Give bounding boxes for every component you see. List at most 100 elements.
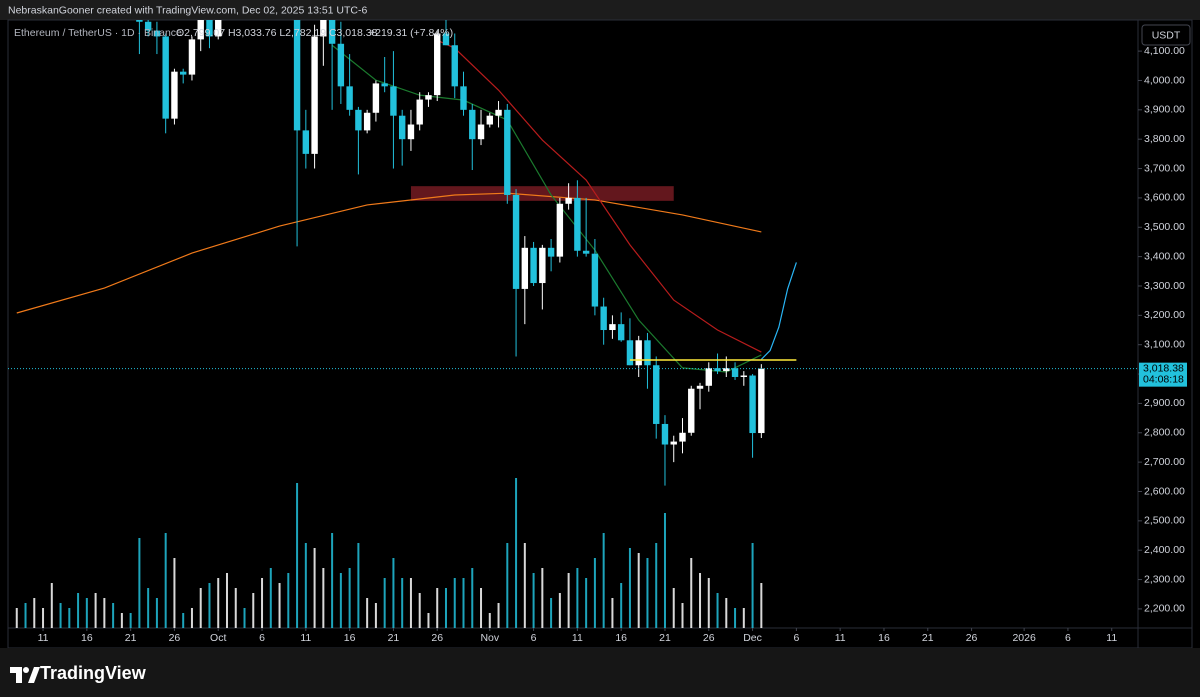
volume-bar bbox=[59, 603, 62, 628]
volume-bar bbox=[383, 578, 386, 628]
volume-bar bbox=[15, 608, 18, 628]
x-tick-label: 21 bbox=[659, 632, 671, 644]
currency-box[interactable] bbox=[1141, 24, 1191, 46]
candle-body bbox=[311, 36, 318, 154]
volume-bar bbox=[523, 543, 526, 628]
candle-body bbox=[442, 33, 450, 46]
ohlc: O2,799.07 H3,033.76 L2,782.19 C3,018.38 bbox=[176, 27, 378, 39]
candle-body bbox=[486, 115, 493, 125]
x-tick-label: 11 bbox=[38, 632, 49, 644]
candle-body bbox=[293, 20, 301, 131]
volume-bar bbox=[436, 588, 439, 628]
volume-bar bbox=[77, 593, 80, 628]
candle-body bbox=[530, 247, 537, 284]
candle-body bbox=[372, 83, 380, 113]
candle-body bbox=[171, 71, 178, 119]
volume-bar bbox=[488, 613, 491, 628]
brand-logo bbox=[10, 667, 40, 683]
volume-bar bbox=[225, 573, 228, 628]
x-tick-label: 11 bbox=[1106, 632, 1117, 644]
x-tick-label: 26 bbox=[966, 632, 978, 644]
volume-bar bbox=[690, 558, 693, 628]
volume-bar bbox=[444, 588, 447, 628]
y-tick-label: 2,400.00 bbox=[1144, 544, 1185, 556]
volume-bar bbox=[155, 598, 158, 628]
volume-bar bbox=[120, 613, 123, 628]
y-tick-label: 3,100.00 bbox=[1144, 338, 1185, 350]
x-tick-label: 6 bbox=[793, 632, 799, 644]
volume-bar bbox=[480, 588, 483, 628]
credit: NebraskanGooner created with TradingView… bbox=[8, 4, 367, 16]
candle-body bbox=[469, 109, 476, 140]
candle-body bbox=[688, 388, 695, 433]
x-tick-label: 11 bbox=[300, 632, 311, 644]
candle-body bbox=[320, 20, 327, 37]
x-tick-label: Nov bbox=[480, 632, 499, 644]
currency[interactable]: USDT bbox=[1152, 29, 1181, 41]
volume-bar bbox=[742, 608, 745, 628]
candle-body bbox=[398, 115, 406, 140]
x-tick-label: 11 bbox=[572, 632, 583, 644]
y-tick-label: 4,100.00 bbox=[1144, 45, 1185, 57]
y-tick-label: 3,400.00 bbox=[1144, 250, 1185, 262]
volume-bar bbox=[401, 578, 404, 628]
y-tick-label: 2,200.00 bbox=[1144, 603, 1185, 615]
volume-bar bbox=[760, 583, 763, 628]
candle-body bbox=[582, 250, 590, 254]
volume-bar bbox=[515, 478, 518, 628]
volume-bar bbox=[331, 533, 334, 628]
y-tick-label: 3,800.00 bbox=[1144, 133, 1185, 145]
volume-bar bbox=[532, 573, 535, 628]
volume-bar bbox=[611, 598, 614, 628]
volume-bar bbox=[462, 578, 465, 628]
candle-body bbox=[626, 340, 634, 366]
volume-bar bbox=[357, 543, 360, 628]
candle-body bbox=[661, 423, 669, 445]
candle-body bbox=[153, 30, 161, 37]
x-tick-label: 6 bbox=[1065, 632, 1071, 644]
candle-body bbox=[539, 247, 546, 284]
credit-bar bbox=[0, 0, 1200, 20]
x-tick-label: 11 bbox=[835, 632, 846, 644]
symbol: Ethereum / TetherUS · 1D · Binance bbox=[14, 27, 182, 39]
candle-body bbox=[416, 99, 423, 125]
candle-body bbox=[144, 21, 152, 31]
x-tick-label: 16 bbox=[81, 632, 93, 644]
volume-bar bbox=[716, 593, 719, 628]
candle-body bbox=[179, 71, 187, 75]
candle-body bbox=[521, 247, 529, 289]
candle-body bbox=[749, 375, 756, 434]
volume-bar bbox=[243, 608, 246, 628]
x-tick-label: 26 bbox=[169, 632, 181, 644]
x-tick-label: 6 bbox=[259, 632, 265, 644]
volume-bar bbox=[339, 573, 342, 628]
y-tick-label: 2,600.00 bbox=[1144, 485, 1185, 497]
volume-bar bbox=[234, 588, 237, 628]
volume-bar bbox=[190, 608, 193, 628]
volume-bar bbox=[85, 598, 88, 628]
candle-body bbox=[653, 365, 660, 424]
volume-bar bbox=[208, 583, 211, 628]
volume-bar bbox=[296, 483, 299, 628]
candle-body bbox=[556, 203, 564, 257]
y-tick-label: 3,600.00 bbox=[1144, 192, 1185, 204]
candle-body bbox=[591, 253, 599, 307]
volume-bar bbox=[453, 578, 456, 628]
axes: 2,200.00 2,300.00 2,400.00 2,500.00 2,600.00… bbox=[38, 45, 1187, 644]
candle-body bbox=[425, 95, 432, 100]
candle-body bbox=[302, 130, 310, 154]
x-tick-label: Dec bbox=[743, 632, 762, 644]
volume-bar bbox=[374, 603, 377, 628]
y-tick-label: 3,900.00 bbox=[1144, 104, 1185, 116]
volume-bar bbox=[734, 608, 737, 628]
volume-bar bbox=[585, 578, 588, 628]
y-tick-label: 2,300.00 bbox=[1144, 573, 1185, 585]
volume-bar bbox=[129, 613, 132, 628]
candle-body bbox=[162, 36, 169, 119]
candle-body bbox=[460, 86, 467, 110]
y-tick-label: 3,300.00 bbox=[1144, 280, 1185, 292]
candle-body bbox=[670, 441, 677, 445]
volume-bar bbox=[33, 598, 36, 628]
candle-body bbox=[504, 109, 511, 195]
